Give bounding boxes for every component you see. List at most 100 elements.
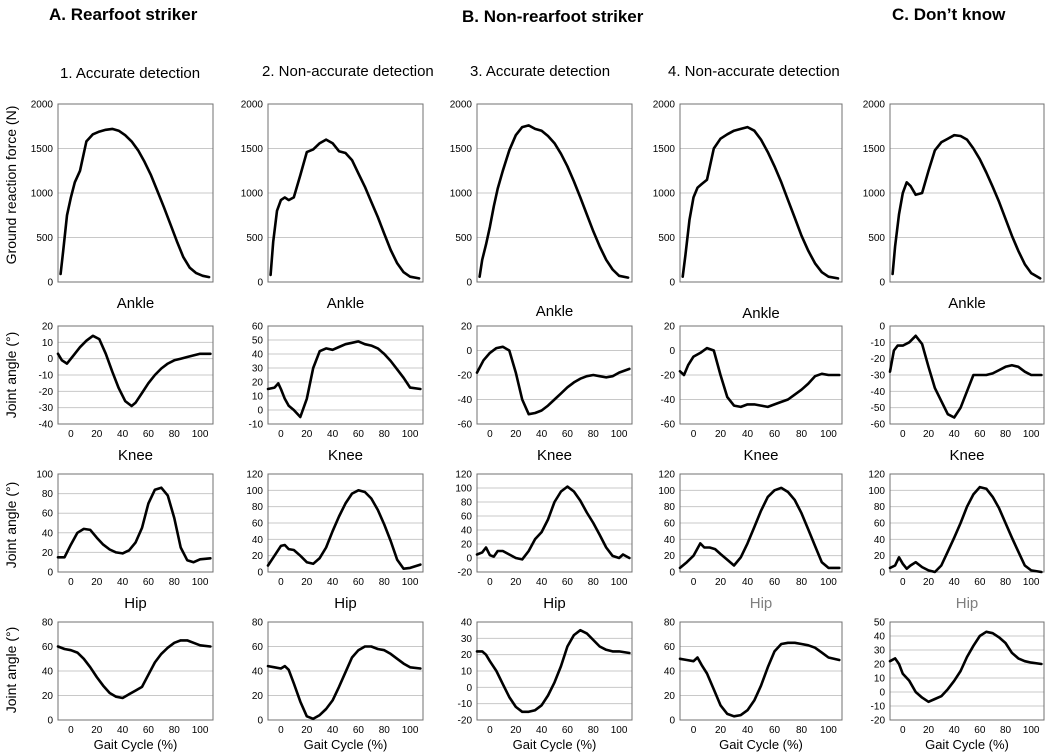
plot-frame [889,103,1045,283]
plot-frame [889,473,1045,573]
y-tick-label: 20 [461,650,473,661]
row-label-grf: Ground reaction force (N) [3,106,19,265]
x-tick-label: 40 [117,725,129,736]
y-tick-label: 20 [252,691,264,702]
y-tick-label: 0 [669,278,675,289]
panel-title-knee: Knee [743,447,778,464]
x-tick-label: 80 [169,577,181,588]
y-tick-label: -20 [39,387,54,398]
y-tick-label: 40 [252,535,264,546]
chart-b3-knee: -20 0 20 40 60 80 100 120 0 20 40 60 80 100 Knee [455,447,633,588]
x-tick-label: 100 [1023,429,1040,440]
y-tick-label: 0 [669,346,675,357]
y-tick-label: 40 [664,667,676,678]
x-tick-label: 20 [715,725,727,736]
x-tick-label: 80 [379,577,391,588]
plot-frame [267,325,424,425]
y-tick-label: -10 [871,338,886,349]
panel-title-ankle: Ankle [117,295,155,312]
chart-c5-grf: 0 500 1000 1500 2000 [863,100,1045,289]
chart-a1-knee: 0 20 40 60 80 100 0 20 40 60 80 100 Knee [36,447,214,588]
x-tick-label: 0 [68,429,74,440]
y-tick-label: -40 [871,387,886,398]
y-tick-label: 1000 [863,189,886,200]
y-tick-label: 40 [874,535,886,546]
chart-a1-hip: 0 20 40 60 80 0 20 40 60 80 100 Hip Gait Cycle (%) [42,595,214,752]
x-tick-label: 0 [487,429,493,440]
y-tick-label: -20 [458,568,473,579]
x-tick-label: 80 [169,429,181,440]
x-tick-label: 20 [923,429,935,440]
x-tick-label: 20 [923,577,935,588]
x-tick-label: 60 [143,577,155,588]
chart-a2-grf: 0 500 1000 1500 2000 [241,100,424,289]
x-axis-label: Gait Cycle (%) [304,737,388,752]
y-tick-label: 60 [664,642,676,653]
series-line-hip [56,639,212,700]
x-tick-label: 100 [820,725,837,736]
y-tick-label: 2000 [653,100,676,111]
plot-frame [679,103,843,283]
x-tick-label: 80 [796,429,808,440]
y-tick-label: 20 [874,551,886,562]
x-tick-label: 20 [91,429,103,440]
x-tick-label: 0 [691,577,697,588]
x-tick-label: 0 [68,577,74,588]
y-tick-label: 20 [664,551,676,562]
y-tick-label: 80 [874,502,886,513]
x-tick-label: 60 [562,725,574,736]
chart-b4-hip: 0 20 40 60 80 0 20 40 60 80 100 Hip Gait Cycle (%) [664,595,843,752]
series-line-hip [678,641,841,718]
panel-title-knee: Knee [118,447,153,464]
y-tick-label: -40 [661,395,676,406]
x-tick-label: 20 [301,429,313,440]
y-tick-label: 120 [658,470,675,481]
chart-b3-grf: 0 500 1000 1500 2000 [450,100,633,289]
x-tick-label: 20 [510,429,522,440]
group-title-c: C. Don’t know [892,5,1006,24]
x-tick-label: 100 [1023,577,1040,588]
y-tick-label: 30 [461,634,473,645]
x-tick-label: 40 [327,725,339,736]
x-tick-label: 20 [923,725,935,736]
panel-title-hip: Hip [956,595,979,612]
y-tick-label: -60 [458,420,473,431]
column-title-1: 1. Accurate detection [60,65,200,82]
x-tick-label: 40 [536,577,548,588]
x-tick-label: 100 [820,429,837,440]
series-line-grf [59,127,211,279]
y-tick-label: 60 [252,322,264,333]
x-tick-label: 80 [796,577,808,588]
x-tick-label: 100 [402,429,419,440]
x-tick-label: 80 [379,429,391,440]
y-tick-label: -10 [39,371,54,382]
y-tick-label: 20 [252,378,264,389]
row-label-hip: Joint angle (°) [3,627,19,714]
x-tick-label: 20 [301,725,313,736]
x-tick-label: 60 [143,429,155,440]
y-tick-label: 10 [461,667,473,678]
x-tick-label: 60 [143,725,155,736]
y-tick-label: 500 [868,233,885,244]
y-tick-label: 60 [42,509,54,520]
x-tick-label: 40 [327,577,339,588]
x-tick-label: 40 [949,577,961,588]
y-tick-label: -40 [458,395,473,406]
plot-frame [476,621,633,721]
group-title-a: A. Rearfoot striker [49,5,198,24]
x-tick-label: 20 [715,577,727,588]
panel-title-hip: Hip [543,595,566,612]
x-tick-label: 100 [611,725,628,736]
x-axis-label: Gait Cycle (%) [94,737,178,752]
y-tick-label: 40 [874,632,886,643]
x-tick-label: 40 [536,429,548,440]
x-tick-label: 60 [769,429,781,440]
y-tick-label: 30 [252,364,264,375]
y-tick-label: -60 [661,420,676,431]
x-tick-label: 80 [1000,429,1012,440]
y-tick-label: 40 [664,535,676,546]
y-tick-label: 80 [42,489,54,500]
y-tick-label: 120 [455,470,472,481]
plot-frame [57,103,214,283]
y-tick-label: -20 [871,354,886,365]
